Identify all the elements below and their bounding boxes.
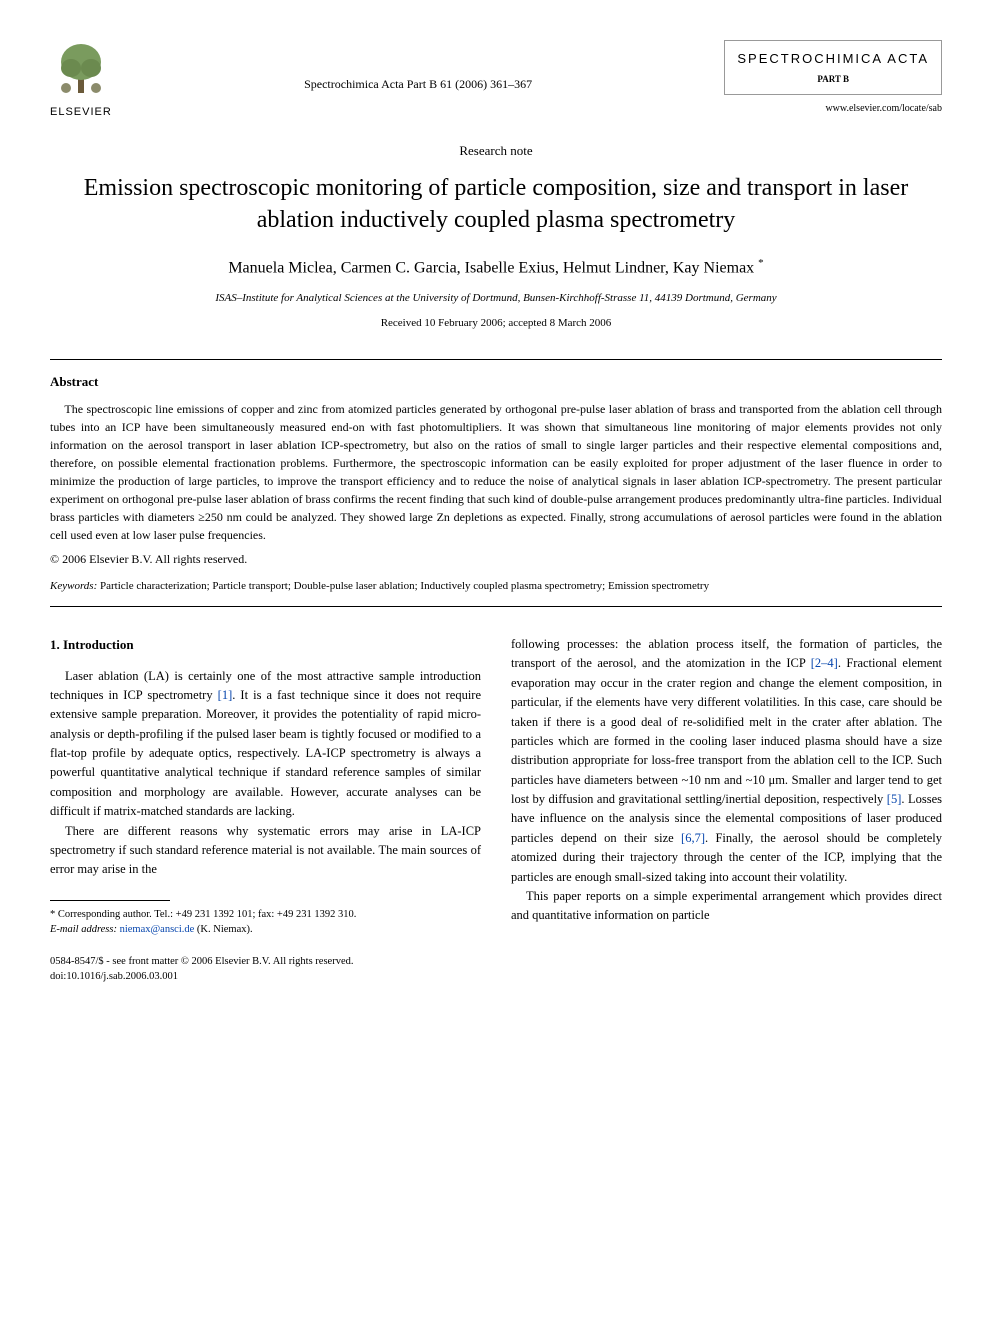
- ref-link-2-4[interactable]: [2–4]: [811, 656, 838, 670]
- footnote-rule: [50, 900, 170, 901]
- section-1-heading: 1. Introduction: [50, 635, 481, 655]
- authors: Manuela Miclea, Carmen C. Garcia, Isabel…: [50, 255, 942, 280]
- affiliation: ISAS–Institute for Analytical Sciences a…: [50, 290, 942, 307]
- email-link[interactable]: niemax@ansci.de: [120, 924, 195, 935]
- corresponding-footnote: * Corresponding author. Tel.: +49 231 13…: [50, 907, 481, 937]
- rule-top: [50, 359, 942, 360]
- publisher-logo: ELSEVIER: [50, 40, 112, 121]
- email-label: E-mail address:: [50, 924, 117, 935]
- journal-name: SPECTROCHIMICA ACTA: [737, 49, 929, 69]
- para-text: . It is a fast technique since it does n…: [50, 688, 481, 818]
- journal-brand-block: SPECTROCHIMICA ACTA PART B www.elsevier.…: [724, 40, 942, 116]
- page-footer: 0584-8547/$ - see front matter © 2006 El…: [50, 955, 481, 984]
- body-columns: 1. Introduction Laser ablation (LA) is c…: [50, 635, 942, 984]
- journal-reference: Spectrochimica Acta Part B 61 (2006) 361…: [112, 40, 725, 93]
- article-title: Emission spectroscopic monitoring of par…: [80, 172, 912, 237]
- keywords-label: Keywords:: [50, 580, 97, 592]
- ref-link-5[interactable]: [5]: [887, 792, 902, 806]
- abstract-heading: Abstract: [50, 372, 942, 392]
- page: ELSEVIER Spectrochimica Acta Part B 61 (…: [0, 0, 992, 1025]
- ref-link-6-7[interactable]: [6,7]: [681, 831, 705, 845]
- intro-para-2-cont: following processes: the ablation proces…: [511, 635, 942, 887]
- article-type: Research note: [50, 141, 942, 161]
- email-name: (K. Niemax).: [194, 924, 252, 935]
- footer-line-1: 0584-8547/$ - see front matter © 2006 El…: [50, 955, 481, 970]
- abstract-copyright: © 2006 Elsevier B.V. All rights reserved…: [50, 550, 942, 568]
- corresponding-email-line: E-mail address: niemax@ansci.de (K. Niem…: [50, 922, 481, 937]
- keywords: Keywords: Particle characterization; Par…: [50, 578, 942, 595]
- column-right: following processes: the ablation proces…: [511, 635, 942, 984]
- corresponding-contact: * Corresponding author. Tel.: +49 231 13…: [50, 907, 481, 922]
- ref-link-1[interactable]: [1]: [218, 688, 233, 702]
- publisher-name: ELSEVIER: [50, 104, 112, 121]
- abstract-text: The spectroscopic line emissions of copp…: [50, 400, 942, 544]
- para-text: . Fractional element evaporation may occ…: [511, 656, 942, 806]
- column-left: 1. Introduction Laser ablation (LA) is c…: [50, 635, 481, 984]
- header-row: ELSEVIER Spectrochimica Acta Part B 61 (…: [50, 40, 942, 121]
- journal-branding-box: SPECTROCHIMICA ACTA PART B: [724, 40, 942, 95]
- keywords-text: Particle characterization; Particle tran…: [97, 580, 709, 592]
- elsevier-tree-icon: [51, 40, 111, 100]
- footer-line-2: doi:10.1016/j.sab.2006.03.001: [50, 970, 481, 985]
- journal-url: www.elsevier.com/locate/sab: [724, 101, 942, 116]
- corresponding-mark: *: [758, 257, 764, 269]
- authors-list: Manuela Miclea, Carmen C. Garcia, Isabel…: [228, 259, 758, 276]
- intro-para-1: Laser ablation (LA) is certainly one of …: [50, 667, 481, 822]
- journal-part: PART B: [737, 73, 929, 87]
- article-dates: Received 10 February 2006; accepted 8 Ma…: [50, 315, 942, 332]
- intro-para-3: This paper reports on a simple experimen…: [511, 887, 942, 926]
- rule-bottom: [50, 606, 942, 607]
- intro-para-2: There are different reasons why systemat…: [50, 822, 481, 880]
